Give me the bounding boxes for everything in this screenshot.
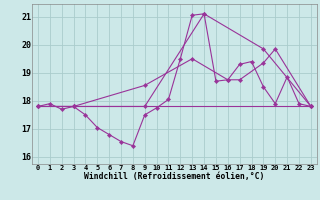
X-axis label: Windchill (Refroidissement éolien,°C): Windchill (Refroidissement éolien,°C) xyxy=(84,172,265,181)
